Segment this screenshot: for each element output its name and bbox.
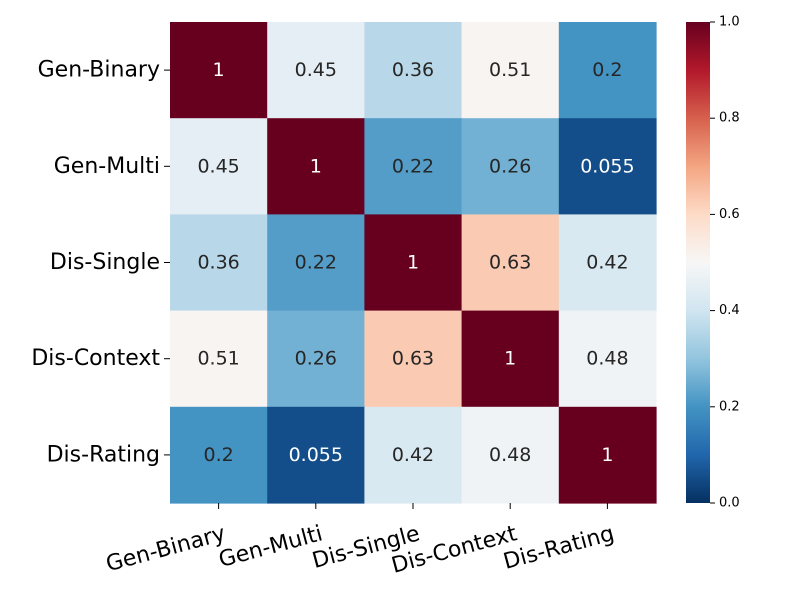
colorbar-tick-label: 0.4 [719, 303, 740, 318]
cell-value-label: 0.26 [489, 155, 531, 177]
cell-value-label: 0.42 [586, 252, 628, 274]
colorbar-tick-label: 0.6 [719, 207, 740, 222]
y-tick-label: Dis-Rating [47, 442, 160, 467]
cell-value-label: 0.48 [586, 348, 628, 370]
heatmap-cell [461, 406, 560, 504]
cell-value-label: 0.36 [392, 59, 434, 81]
heatmap-cell [558, 118, 657, 215]
heatmap-cell [558, 406, 657, 504]
cell-value-label: 0.055 [289, 444, 343, 466]
heatmap-cell [558, 22, 657, 119]
heatmap-cell [364, 214, 463, 312]
colorbar-gradient [686, 22, 710, 503]
x-tick-label: Dis-Rating [501, 521, 617, 574]
heatmap-cells: 1 0.45 0.36 0.51 0.2 0.45 1 0.22 0.26 0.055 0.36 0.… [170, 22, 657, 504]
colorbar: 0.0 0.2 0.4 0.6 0.8 1.0 [686, 15, 740, 511]
colorbar-tick-label: 0.0 [719, 496, 740, 511]
heatmap-cell [170, 214, 268, 312]
heatmap-cell [170, 22, 268, 119]
y-axis-labels: Gen-Binary Gen-Multi Dis-Single Dis-Context… [31, 58, 170, 467]
cell-value-label: 1 [407, 252, 419, 274]
colorbar-tick-label: 1.0 [719, 15, 740, 30]
cell-value-label: 1 [601, 444, 613, 466]
heatmap-cell [461, 118, 560, 215]
x-tick-label: Gen-Multi [216, 521, 325, 573]
cell-value-label: 1 [213, 59, 225, 81]
heatmap-cell [364, 310, 463, 408]
heatmap-cell [267, 406, 365, 504]
heatmap-cell [364, 22, 463, 119]
heatmap-cell [267, 22, 365, 119]
cell-value-label: 0.26 [295, 348, 337, 370]
cell-value-label: 0.48 [489, 444, 531, 466]
heatmap-cell [364, 406, 463, 504]
heatmap-cell [364, 118, 463, 215]
heatmap-cell [267, 118, 365, 215]
colorbar-tick-label: 0.2 [719, 399, 740, 414]
heatmap-cell [461, 310, 560, 408]
heatmap-cell [461, 214, 560, 312]
colorbar-tick-label: 0.8 [719, 111, 740, 126]
cell-value-label: 0.51 [489, 59, 531, 81]
cell-value-label: 0.42 [392, 444, 434, 466]
heatmap-cell [461, 22, 560, 119]
cell-value-label: 0.63 [489, 252, 531, 274]
y-tick-label: Dis-Context [31, 346, 160, 371]
heatmap-cell [267, 214, 365, 312]
cell-value-label: 0.22 [295, 252, 337, 274]
cell-value-label: 0.45 [197, 155, 239, 177]
cell-value-label: 0.45 [295, 59, 337, 81]
cell-value-label: 0.36 [197, 252, 239, 274]
heatmap-cell [170, 406, 268, 504]
x-axis-labels: Gen-BinaryGen-MultiDis-SingleDis-Context… [103, 503, 617, 579]
heatmap-cell [558, 214, 657, 312]
y-tick-label: Gen-Binary [38, 58, 160, 83]
cell-value-label: 0.2 [203, 444, 233, 466]
heatmap-cell [558, 310, 657, 408]
heatmap-cell [267, 310, 365, 408]
y-tick-label: Gen-Multi [54, 154, 160, 179]
cell-value-label: 0.055 [580, 155, 634, 177]
cell-value-label: 0.2 [592, 59, 622, 81]
cell-value-label: 0.22 [392, 155, 434, 177]
cell-value-label: 0.63 [392, 348, 434, 370]
x-tick-label: Gen-Binary [103, 521, 228, 577]
cell-value-label: 1 [310, 155, 322, 177]
y-tick-label: Dis-Single [50, 250, 160, 275]
heatmap-cell [170, 310, 268, 408]
cell-value-label: 0.51 [197, 348, 239, 370]
cell-value-label: 1 [504, 348, 516, 370]
heatmap-cell [170, 118, 268, 215]
